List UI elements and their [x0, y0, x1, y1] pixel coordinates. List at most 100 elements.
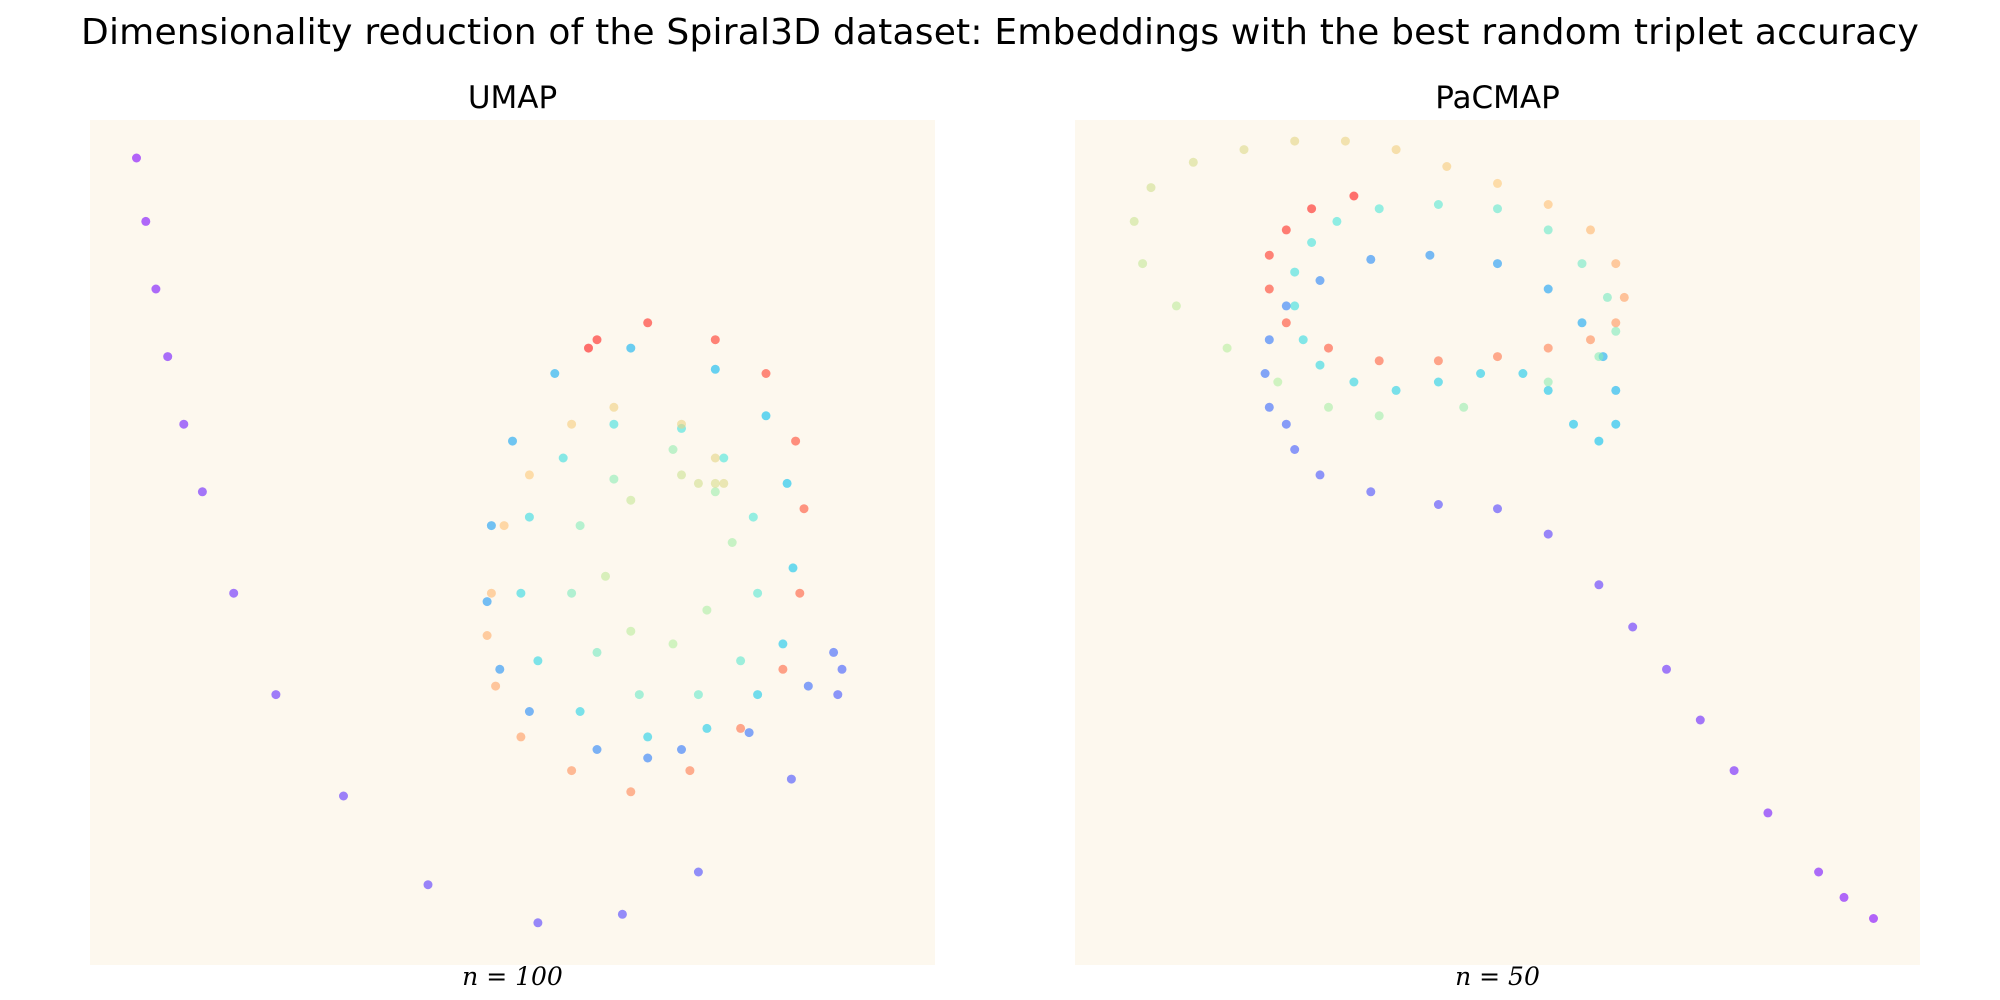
scatter-point	[1543, 343, 1553, 353]
scatter-point	[339, 791, 348, 801]
scatter-point	[634, 690, 644, 700]
scatter-point	[592, 335, 602, 345]
scatter-point	[1662, 664, 1671, 674]
scatter-point	[1315, 360, 1325, 370]
scatter-point	[710, 335, 720, 345]
scatter-point	[609, 474, 619, 484]
scatter-point	[1433, 500, 1443, 509]
scatter-point	[141, 216, 151, 226]
scatter-point	[482, 597, 492, 607]
scatter-point	[1281, 318, 1291, 328]
scatter-point	[495, 664, 505, 674]
scatter-point	[1171, 301, 1181, 311]
scatter-point	[710, 453, 720, 463]
scatter-point	[1307, 238, 1317, 247]
scatter-point	[837, 664, 847, 674]
scatter-point	[499, 521, 509, 531]
scatter-point	[1366, 254, 1376, 264]
scatter-point	[617, 909, 627, 919]
scatter-point	[1264, 402, 1274, 412]
scatter-point	[550, 369, 560, 378]
scatter-point	[1324, 343, 1333, 353]
scatter-point	[1543, 377, 1553, 387]
umap-panel-title: UMAP	[467, 80, 558, 116]
scatter-point	[423, 880, 433, 890]
scatter-point	[1611, 259, 1621, 269]
scatter-point	[753, 588, 763, 598]
scatter-point	[788, 563, 798, 573]
scatter-point	[516, 588, 526, 598]
scatter-point	[1332, 216, 1342, 226]
scatter-point	[1138, 259, 1148, 269]
scatter-point	[1543, 529, 1553, 539]
plot-background	[1075, 120, 1920, 965]
scatter-point	[1290, 301, 1300, 311]
scatter-point	[508, 436, 517, 446]
scatter-point	[736, 723, 746, 733]
scatter-point	[1459, 402, 1469, 412]
scatter-point	[1493, 352, 1502, 362]
scatter-point	[1869, 914, 1878, 923]
scatter-point	[1324, 402, 1333, 412]
scatter-point	[778, 664, 788, 674]
scatter-point	[132, 153, 141, 163]
scatter-point	[1315, 470, 1325, 480]
scatter-point	[1611, 318, 1621, 328]
scatter-point	[1281, 419, 1291, 429]
scatter-point	[727, 538, 737, 547]
scatter-point	[592, 647, 602, 657]
pacmap-neighbors-note: n = 50	[1455, 962, 1540, 991]
scatter-point	[1146, 183, 1156, 193]
scatter-point	[693, 478, 703, 488]
scatter-point	[151, 284, 161, 294]
scatter-point	[626, 495, 636, 505]
pacmap-panel-title: PaCMAP	[1435, 80, 1560, 116]
scatter-point	[1374, 204, 1384, 214]
scatter-point	[710, 478, 720, 488]
scatter-point	[1493, 204, 1502, 214]
scatter-point	[829, 647, 839, 657]
scatter-point	[791, 436, 801, 446]
scatter-point	[1594, 580, 1604, 590]
scatter-point	[1264, 284, 1274, 294]
scatter-point	[1543, 225, 1553, 235]
scatter-point	[1433, 200, 1443, 209]
scatter-point	[693, 867, 703, 877]
scatter-point	[643, 732, 653, 742]
scatter-point	[609, 402, 619, 412]
pacmap-scatter-plot	[1075, 120, 1920, 965]
scatter-point	[1273, 377, 1283, 387]
scatter-point	[1611, 326, 1621, 336]
scatter-point	[1518, 369, 1528, 378]
scatter-point	[1239, 145, 1249, 155]
scatter-point	[524, 512, 534, 522]
scatter-point	[702, 723, 712, 733]
scatter-point	[197, 487, 207, 497]
scatter-point	[601, 571, 610, 581]
scatter-point	[1493, 259, 1502, 269]
scatter-point	[1374, 356, 1384, 366]
scatter-point	[229, 588, 239, 598]
figure-title: Dimensionality reduction of the Spiral3D…	[81, 12, 1919, 53]
scatter-point	[163, 352, 173, 362]
scatter-point	[833, 690, 843, 700]
scatter-point	[1594, 352, 1604, 362]
scatter-point	[1611, 419, 1621, 429]
scatter-point	[486, 521, 496, 531]
scatter-point	[782, 478, 792, 488]
scatter-point	[1340, 136, 1350, 146]
scatter-point	[575, 521, 585, 531]
scatter-point	[1543, 284, 1553, 294]
scatter-point	[533, 918, 543, 928]
scatter-point	[1476, 369, 1486, 378]
scatter-point	[1281, 301, 1291, 311]
scatter-point	[1391, 385, 1401, 395]
scatter-point	[799, 504, 809, 514]
scatter-point	[567, 766, 577, 776]
scatter-point	[1602, 292, 1612, 302]
scatter-point	[803, 681, 813, 691]
scatter-point	[1594, 436, 1604, 446]
scatter-point	[778, 639, 788, 649]
scatter-point	[1222, 343, 1232, 353]
scatter-point	[1425, 250, 1435, 260]
